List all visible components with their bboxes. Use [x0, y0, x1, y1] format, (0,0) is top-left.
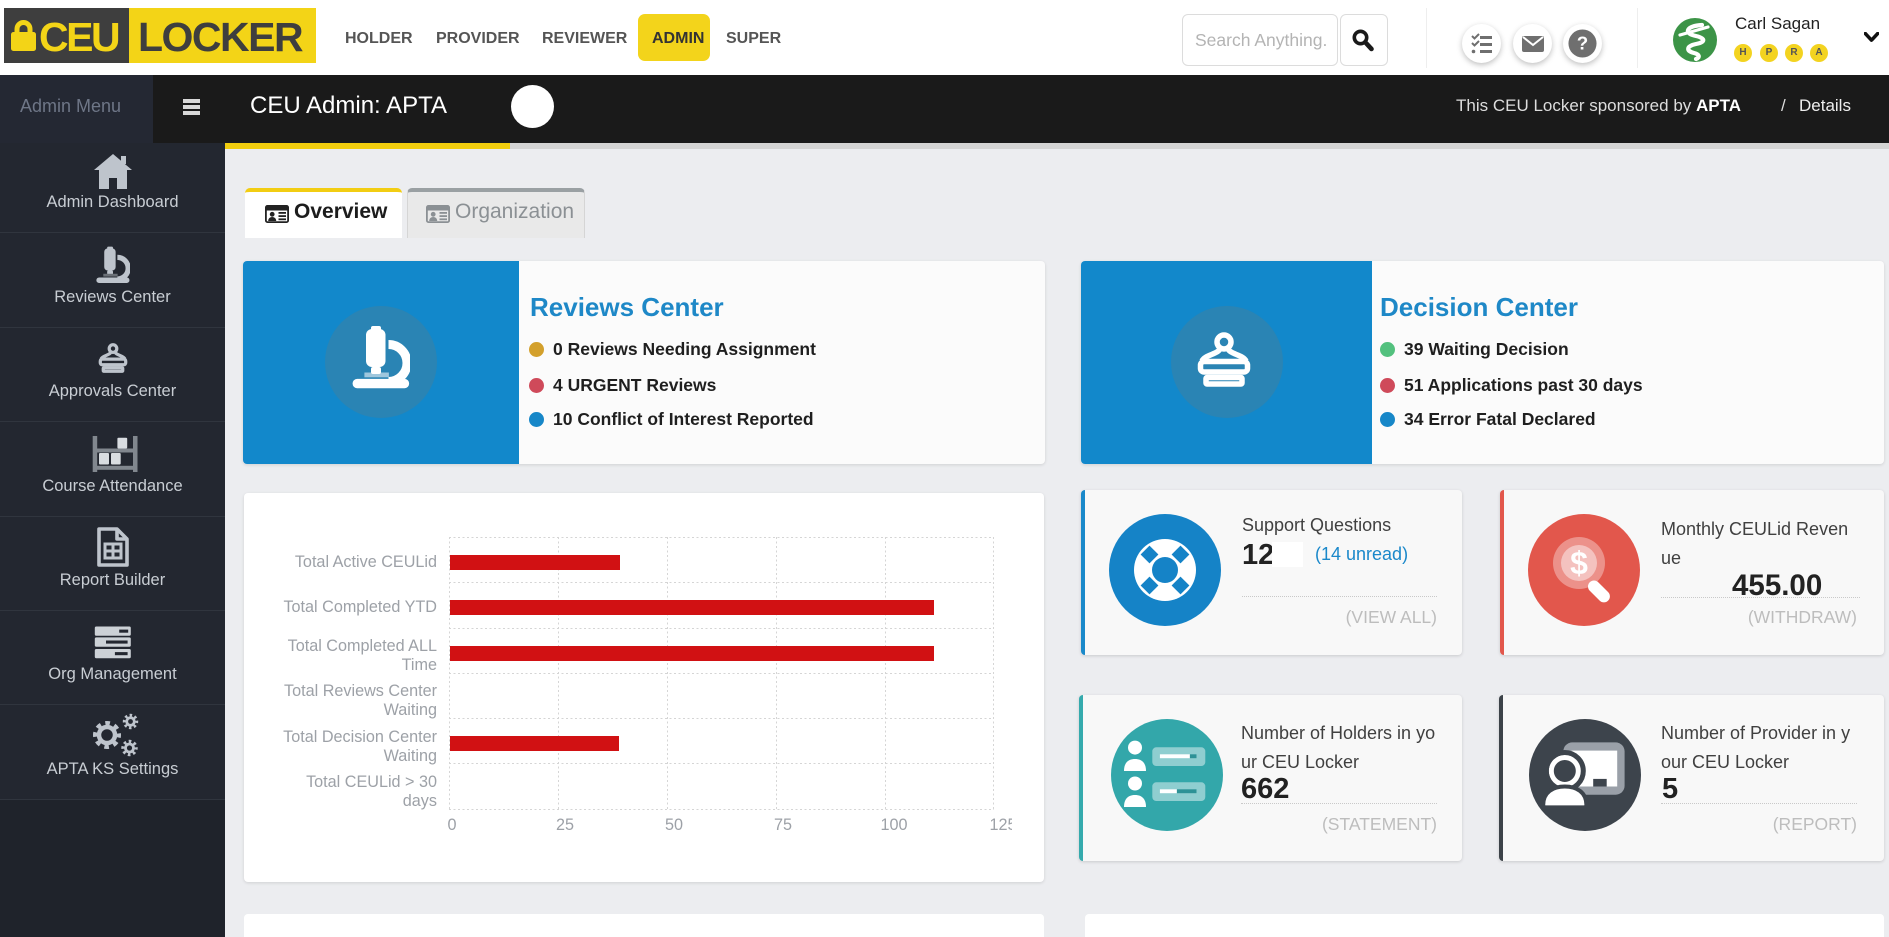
svg-text:$: $	[1570, 545, 1588, 581]
svg-text:75: 75	[774, 816, 792, 834]
svg-text:25: 25	[556, 816, 574, 834]
svg-text:Total CEULid > 30: Total CEULid > 30	[306, 773, 437, 791]
svg-text:Waiting: Waiting	[384, 701, 437, 719]
svg-text:100: 100	[880, 816, 907, 834]
svg-text:Total Decision Center: Total Decision Center	[283, 728, 437, 746]
svg-text:days: days	[403, 792, 437, 810]
svg-text:Time: Time	[402, 656, 437, 674]
svg-text:50: 50	[665, 816, 683, 834]
svg-text:Total Active CEULid: Total Active CEULid	[295, 553, 437, 571]
svg-text:Total Reviews Center: Total Reviews Center	[284, 682, 438, 700]
svg-text:Waiting: Waiting	[384, 747, 437, 765]
svg-text:Total Completed YTD: Total Completed YTD	[283, 598, 437, 616]
svg-text:125: 125	[989, 816, 1012, 834]
svg-text:Total Completed ALL: Total Completed ALL	[288, 637, 437, 655]
svg-text:0: 0	[447, 816, 456, 834]
